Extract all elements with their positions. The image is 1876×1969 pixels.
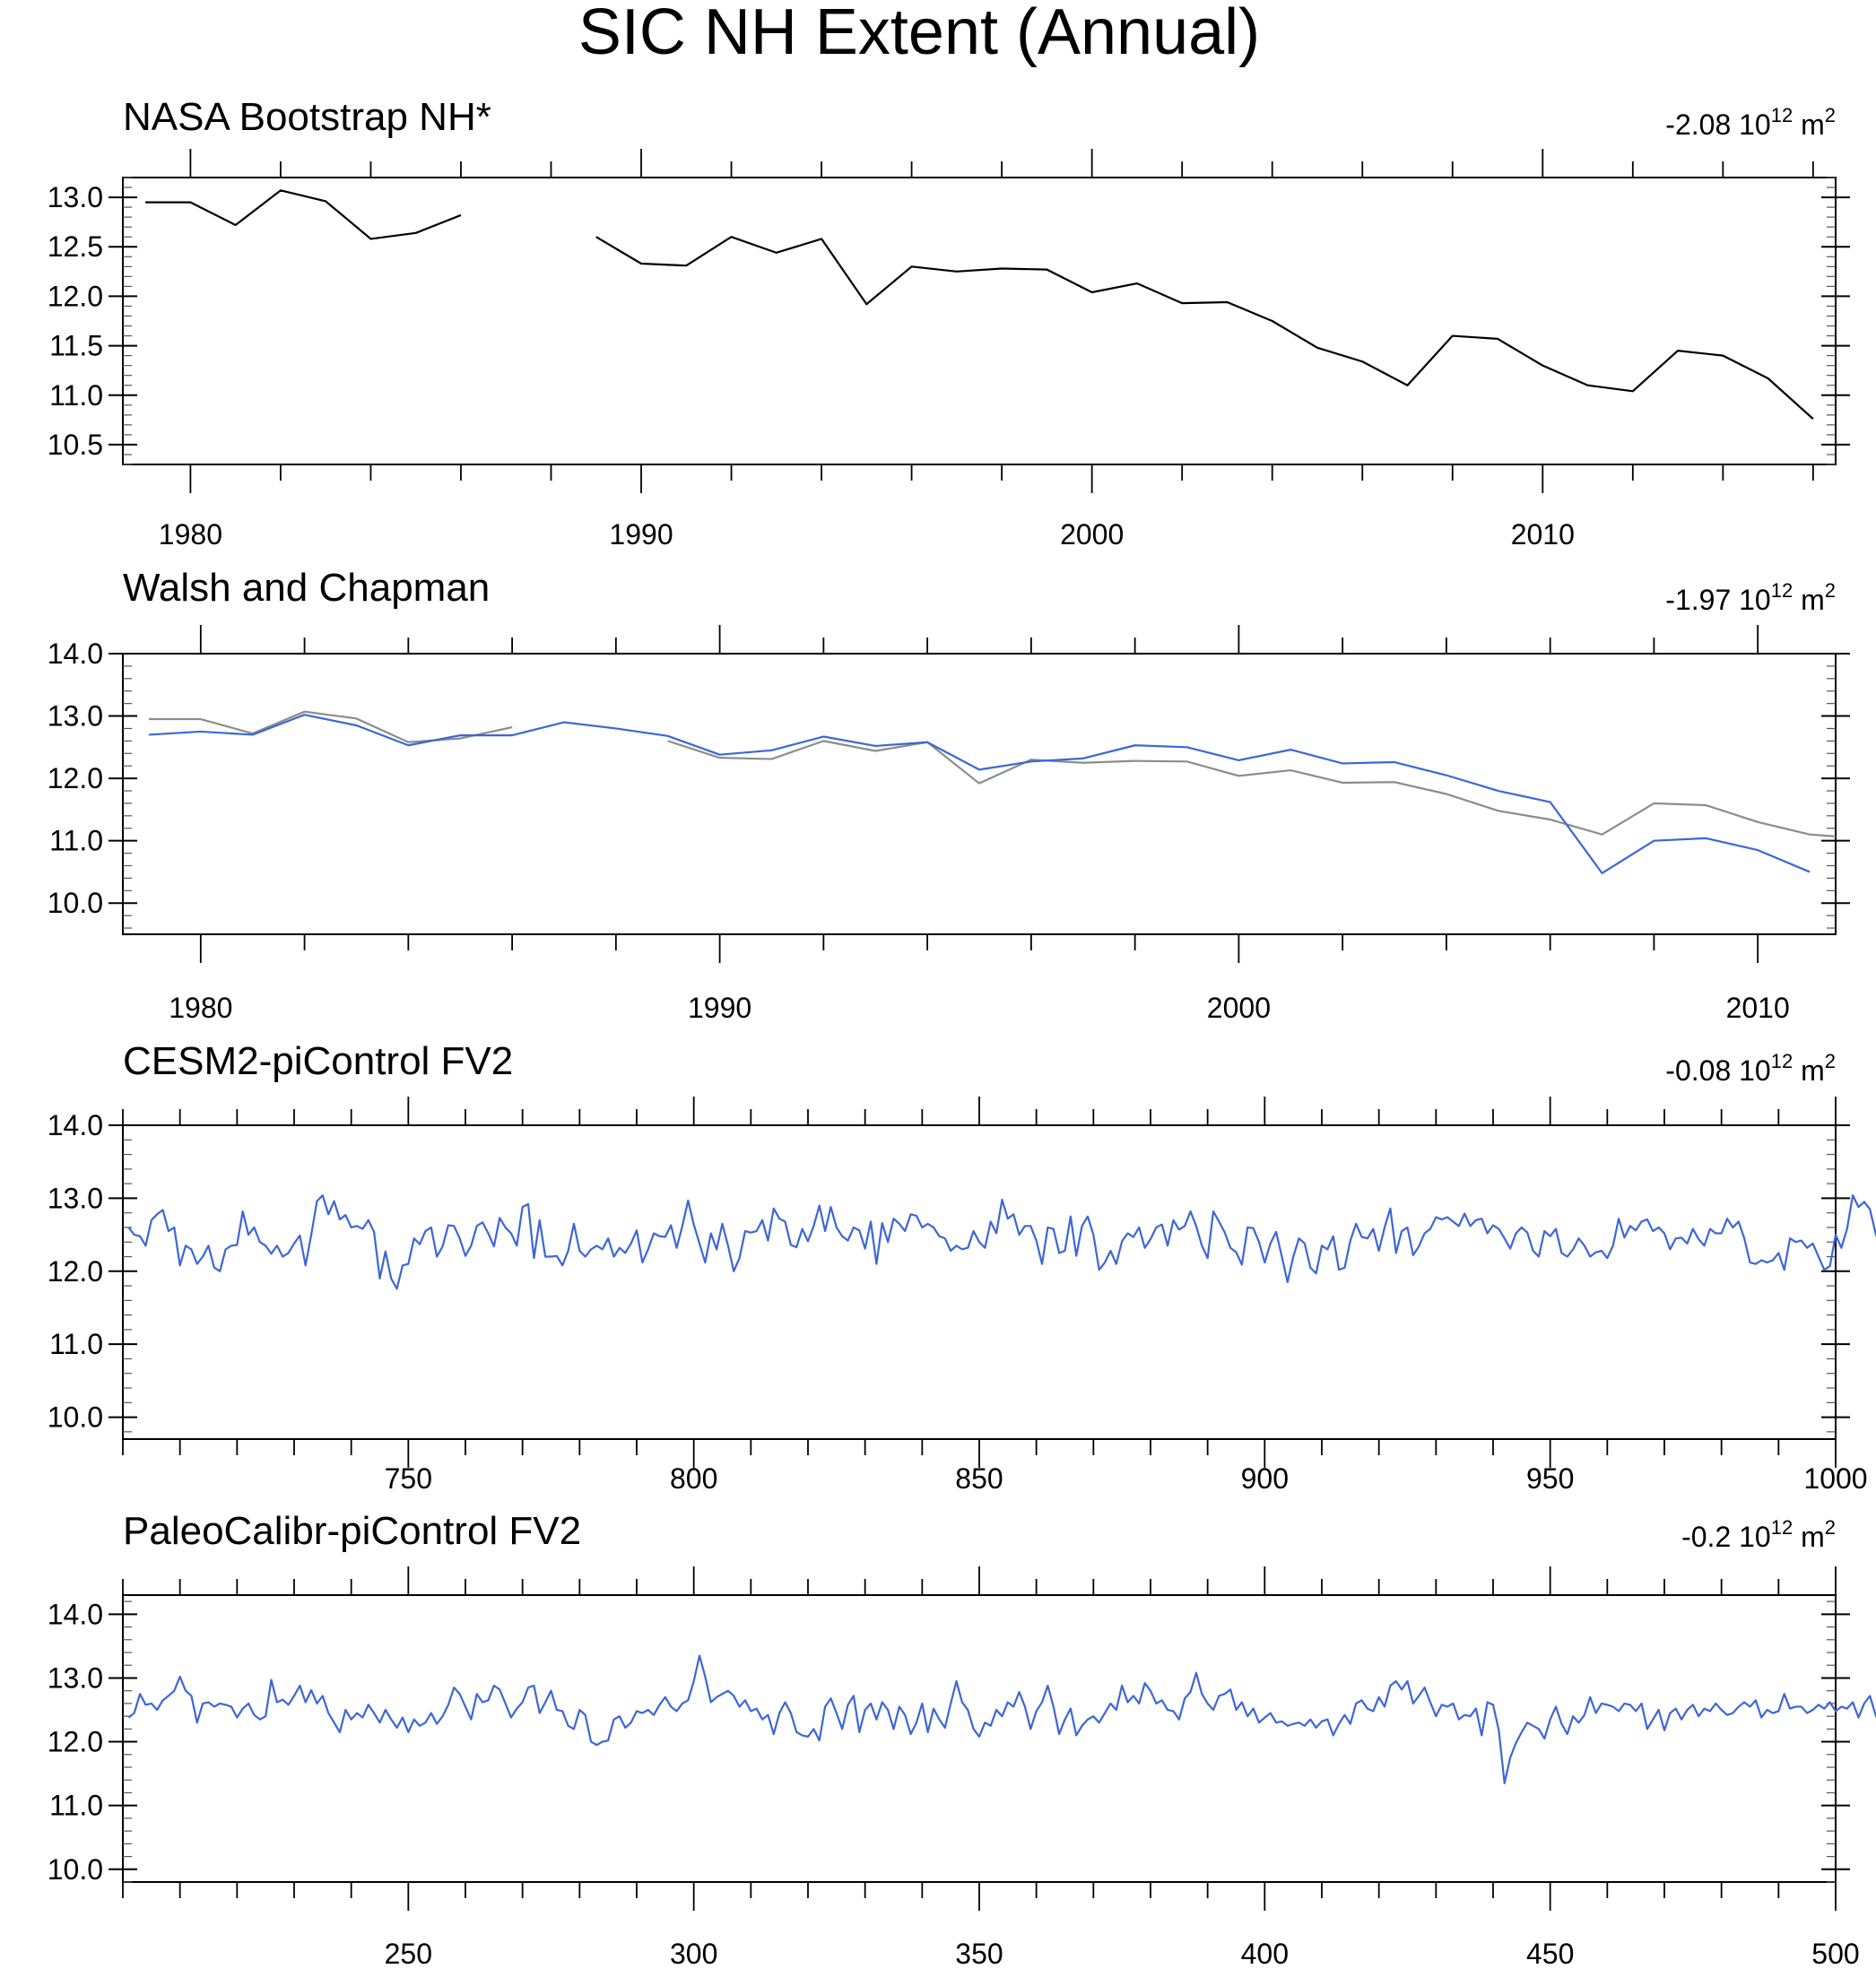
y-minor-ticks [123, 653, 1836, 929]
x-tick-label: 300 [670, 1938, 717, 1969]
x-tick-label: 2000 [1060, 518, 1124, 551]
x-tick-label: 400 [1241, 1938, 1289, 1969]
y-tick-label: 14.0 [48, 1109, 103, 1141]
chart-panel-2: Walsh and Chapman -1.97 1012 m2 10.0 11.0 12… [48, 566, 1850, 1024]
trend-label: -1.97 1012 m2 [1665, 579, 1836, 616]
x-tick-label: 450 [1526, 1938, 1574, 1969]
panel-title: PaleoCalibr-piControl FV2 [123, 1509, 581, 1553]
x-tick-label: 250 [385, 1938, 432, 1969]
series-line [145, 189, 1814, 421]
y-tick-label: 11.0 [49, 379, 103, 412]
y-tick-label: 11.0 [49, 1790, 103, 1822]
chart-panel-1: NASA Bootstrap NH* -2.08 1012 m2 10.5 11.0 1… [48, 95, 1850, 551]
x-tick-label: 500 [1811, 1938, 1859, 1969]
series-line [127, 1194, 1876, 1290]
y-tick-label: 12.0 [48, 280, 103, 312]
panel-title: NASA Bootstrap NH* [123, 95, 491, 139]
y-tick-label: 10.0 [48, 1401, 103, 1434]
y-tick-label: 12.0 [48, 1726, 103, 1758]
chart-panel-4: PaleoCalibr-piControl FV2 -0.2 1012 m2 10.… [48, 1509, 1876, 1969]
x-tick-label: 1990 [688, 992, 751, 1024]
x-tick-label: 1980 [169, 992, 232, 1024]
x-tick-label: 850 [955, 1462, 1003, 1495]
y-tick-label: 14.0 [48, 638, 103, 670]
y-tick-label: 13.0 [48, 1661, 103, 1694]
y-tick-label: 14.0 [48, 1598, 103, 1630]
y-tick-label: 11.0 [49, 1328, 103, 1360]
trend-label: -2.08 1012 m2 [1665, 104, 1836, 141]
y-tick-label: 10.0 [48, 887, 103, 919]
x-tick-label: 2000 [1207, 992, 1271, 1024]
y-minor-ticks [123, 177, 1836, 465]
x-tick-label: 1980 [159, 518, 222, 551]
x-tick-label: 1000 [1803, 1462, 1867, 1495]
figure-title: SIC NH Extent (Annual) [578, 0, 1260, 68]
x-tick-label: 2010 [1511, 518, 1575, 551]
y-tick-label: 10.5 [48, 429, 103, 461]
trend-label: -0.08 1012 m2 [1665, 1050, 1836, 1087]
x-tick-label: 950 [1526, 1462, 1574, 1495]
panel-title: CESM2-piControl FV2 [123, 1039, 513, 1083]
y-tick-label: 11.5 [49, 330, 103, 362]
y-tick-label: 11.0 [49, 825, 103, 857]
y-tick-label: 12.0 [48, 1255, 103, 1288]
series-line [127, 1654, 1876, 1784]
y-tick-label: 10.0 [48, 1853, 103, 1886]
x-tick-label: 800 [670, 1462, 717, 1495]
y-tick-label: 12.5 [48, 230, 103, 263]
plot-frame [122, 1124, 1837, 1440]
trend-label: -0.2 1012 m2 [1681, 1516, 1836, 1553]
plot-frame [122, 177, 1837, 465]
y-tick-label: 13.0 [48, 181, 103, 213]
series-line [148, 710, 1837, 837]
series-line [148, 714, 1811, 874]
plot-frame [122, 653, 1837, 935]
x-tick-label: 900 [1241, 1462, 1289, 1495]
x-tick-label: 750 [385, 1462, 432, 1495]
y-minor-ticks [123, 1600, 1836, 1883]
chart-panel-3: CESM2-piControl FV2 -0.08 1012 m2 10.0 11.0… [48, 1039, 1876, 1495]
x-tick-label: 2010 [1726, 992, 1790, 1024]
x-tick-label: 1990 [609, 518, 673, 551]
y-tick-label: 12.0 [48, 762, 103, 794]
y-tick-label: 13.0 [48, 1182, 103, 1214]
x-tick-label: 350 [955, 1938, 1003, 1969]
y-tick-label: 13.0 [48, 700, 103, 733]
panel-title: Walsh and Chapman [123, 566, 490, 610]
plot-frame [122, 1594, 1837, 1883]
